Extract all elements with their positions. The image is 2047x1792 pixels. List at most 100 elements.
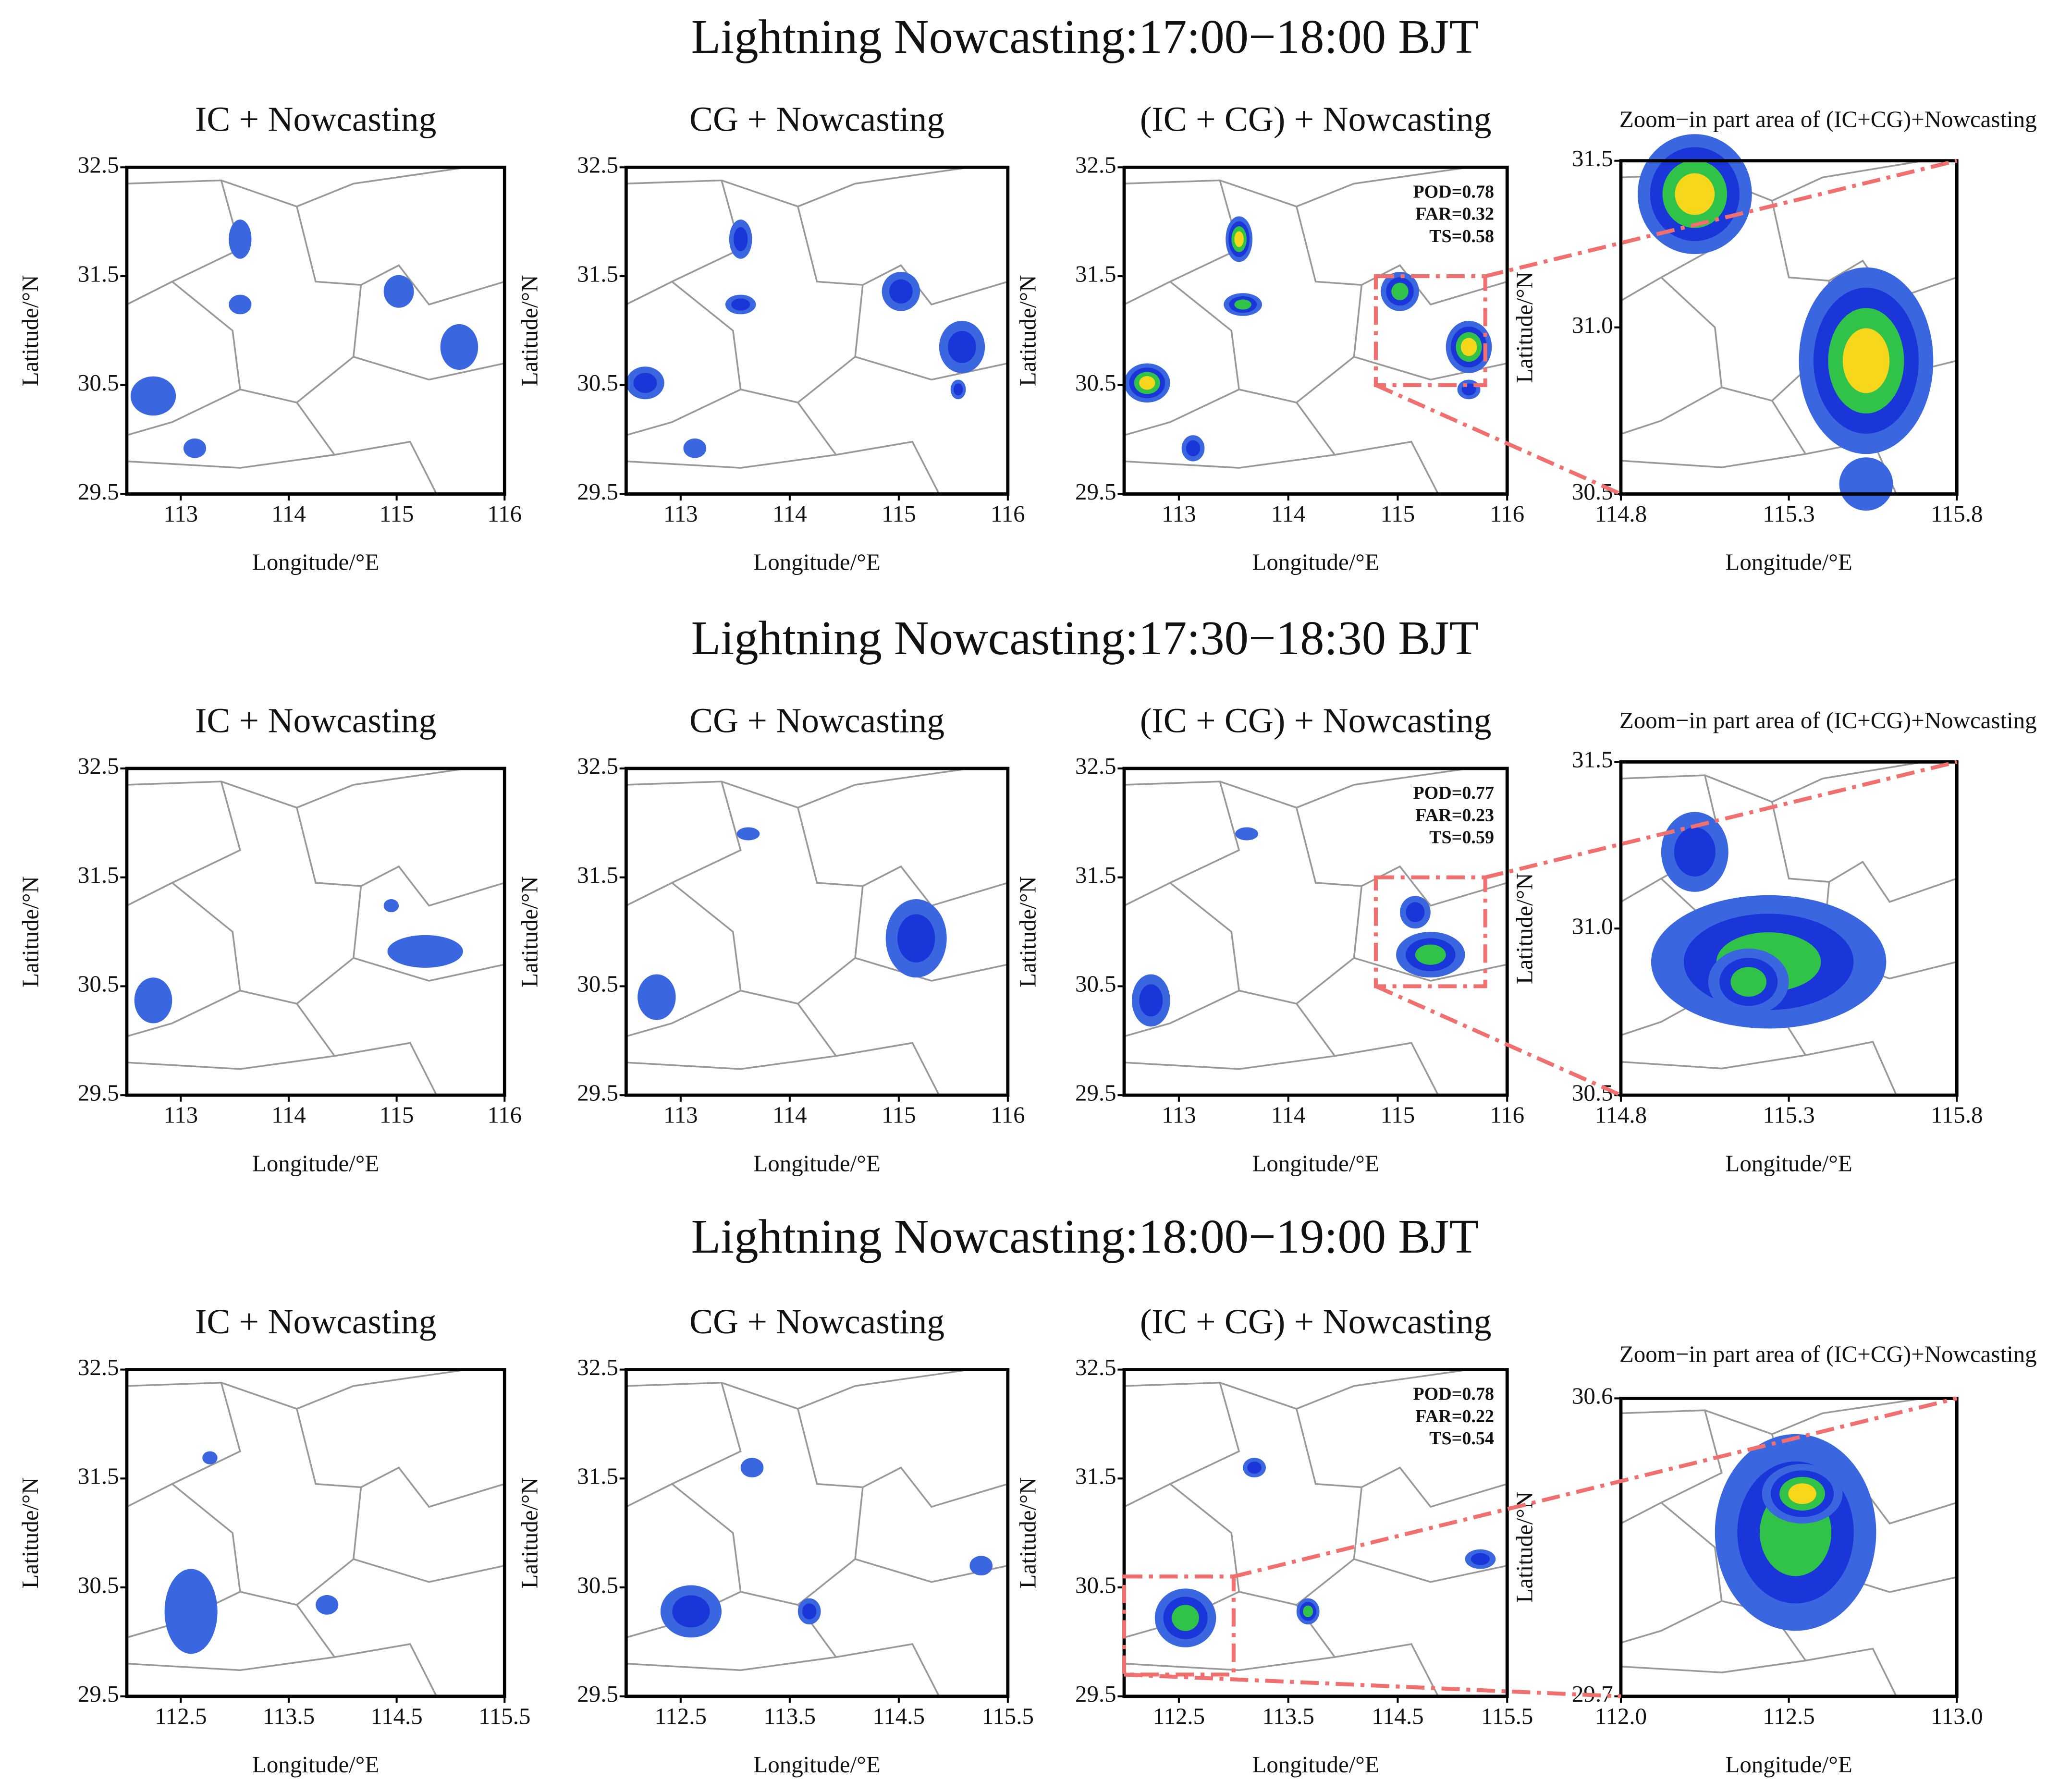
density-blob	[734, 227, 748, 252]
x-tick-label: 112.0	[1595, 1703, 1647, 1729]
map-border	[353, 356, 505, 381]
y-axis-label: Latitude/°N	[17, 275, 43, 387]
zoom-box	[1122, 1574, 1236, 1677]
map-border	[1124, 179, 1240, 305]
map-border	[1169, 865, 1508, 1005]
density-blob	[637, 974, 676, 1020]
density-blob	[1460, 338, 1477, 356]
zoom-box	[1373, 274, 1487, 387]
map-border	[221, 166, 467, 207]
x-tick-label: 114	[772, 500, 807, 527]
map-border	[797, 1003, 940, 1096]
y-axis-label: Latitude/°N	[1014, 1477, 1041, 1589]
y-tick-label: 31.0	[1572, 312, 1613, 338]
map-border	[1620, 1054, 1806, 1070]
panel-frame	[624, 165, 1010, 496]
x-tick-label: 112.5	[155, 1703, 207, 1729]
y-axis-label: Latitude/°N	[1511, 1492, 1537, 1603]
map-border	[855, 957, 1008, 982]
map-border	[296, 807, 361, 887]
y-axis-label: Latitude/°N	[1014, 275, 1041, 387]
x-tick-label: 113.5	[263, 1703, 315, 1729]
x-tick-label: 112.5	[1153, 1703, 1205, 1729]
y-tick-label: 32.5	[1075, 152, 1116, 178]
map-border	[626, 1656, 836, 1671]
panel-frame	[125, 767, 506, 1097]
density-blob	[736, 827, 760, 841]
x-tick-label: 113	[163, 1102, 198, 1128]
y-tick-label: 32.5	[78, 1354, 119, 1380]
map-border	[1771, 200, 1829, 282]
panel-title: IC + Nowcasting	[195, 1302, 436, 1341]
y-tick-label: 30.5	[1075, 369, 1116, 396]
y-tick-label: 30.6	[1572, 1383, 1613, 1409]
x-tick-label: 113	[1162, 500, 1196, 527]
x-tick-label: 113	[663, 1102, 698, 1128]
y-tick-label: 32.5	[577, 753, 618, 779]
panel-title: (IC + CG) + Nowcasting	[1140, 1302, 1492, 1341]
map-border	[126, 1381, 241, 1508]
density-blob	[134, 977, 172, 1024]
map-border	[126, 1656, 335, 1671]
map-border	[721, 166, 970, 207]
map-border	[1704, 761, 1924, 803]
x-tick-label: 114.8	[1595, 1102, 1647, 1128]
map-border	[353, 957, 505, 982]
map-border	[671, 1466, 1008, 1606]
map-border	[296, 402, 438, 495]
x-axis-label: Longitude/°E	[753, 549, 880, 575]
y-tick-label: 29.5	[1075, 478, 1116, 505]
map-border	[1620, 1600, 1722, 1644]
x-axis-label: Longitude/°E	[252, 549, 379, 575]
score-annotation: POD=0.77	[1413, 783, 1494, 803]
map-border	[126, 179, 241, 305]
y-tick-label: 30.5	[78, 971, 119, 997]
x-tick-label: 115	[882, 500, 916, 527]
x-axis-label: Longitude/°E	[1252, 1751, 1379, 1778]
y-tick-label: 30.5	[577, 971, 618, 997]
density-blob	[897, 914, 935, 963]
y-tick-label: 32.5	[577, 1354, 618, 1380]
x-tick-label: 113	[663, 500, 698, 527]
zoom-connector	[1484, 158, 1958, 279]
map-border	[625, 1381, 742, 1508]
density-blob	[1842, 328, 1890, 393]
zoom-connector	[1124, 1672, 1621, 1698]
density-blob	[1234, 299, 1251, 310]
map-border	[1219, 1368, 1469, 1410]
density-blob	[683, 438, 707, 458]
y-tick-label: 31.5	[78, 260, 119, 287]
x-tick-label: 115.3	[1763, 500, 1814, 527]
map-border	[797, 206, 863, 286]
density-blob	[440, 324, 478, 370]
x-tick-label: 112.5	[1763, 1703, 1814, 1729]
x-tick-label: 116	[991, 1102, 1025, 1128]
map-border	[1296, 1003, 1439, 1096]
map-border	[1353, 356, 1508, 381]
map-border	[1296, 1604, 1439, 1697]
map-border	[1620, 453, 1806, 468]
x-tick-label: 115.8	[1931, 1102, 1983, 1128]
panel-frame	[1122, 165, 1509, 496]
map-border	[1219, 768, 1469, 809]
map-border	[126, 389, 241, 436]
y-tick-label: 31.5	[1075, 1463, 1116, 1489]
map-border	[1124, 989, 1239, 1037]
x-axis-label: Longitude/°E	[1725, 549, 1852, 575]
map-border	[172, 1466, 505, 1606]
map-border	[1124, 780, 1240, 907]
zoom-connector	[1233, 1396, 1958, 1579]
x-axis-label: Longitude/°E	[252, 1150, 379, 1176]
map-border	[1124, 454, 1335, 469]
density-blob	[1186, 440, 1201, 457]
map-border	[721, 1368, 970, 1410]
x-axis-label: Longitude/°E	[753, 1150, 880, 1176]
density-blob	[1730, 967, 1766, 997]
map-border	[221, 1368, 467, 1410]
x-tick-label: 115	[882, 1102, 916, 1128]
map-border	[1771, 1001, 1898, 1096]
map-border	[626, 1055, 836, 1070]
density-blob	[740, 1458, 764, 1478]
density-blob	[1234, 231, 1244, 247]
density-blob	[1303, 1605, 1313, 1618]
